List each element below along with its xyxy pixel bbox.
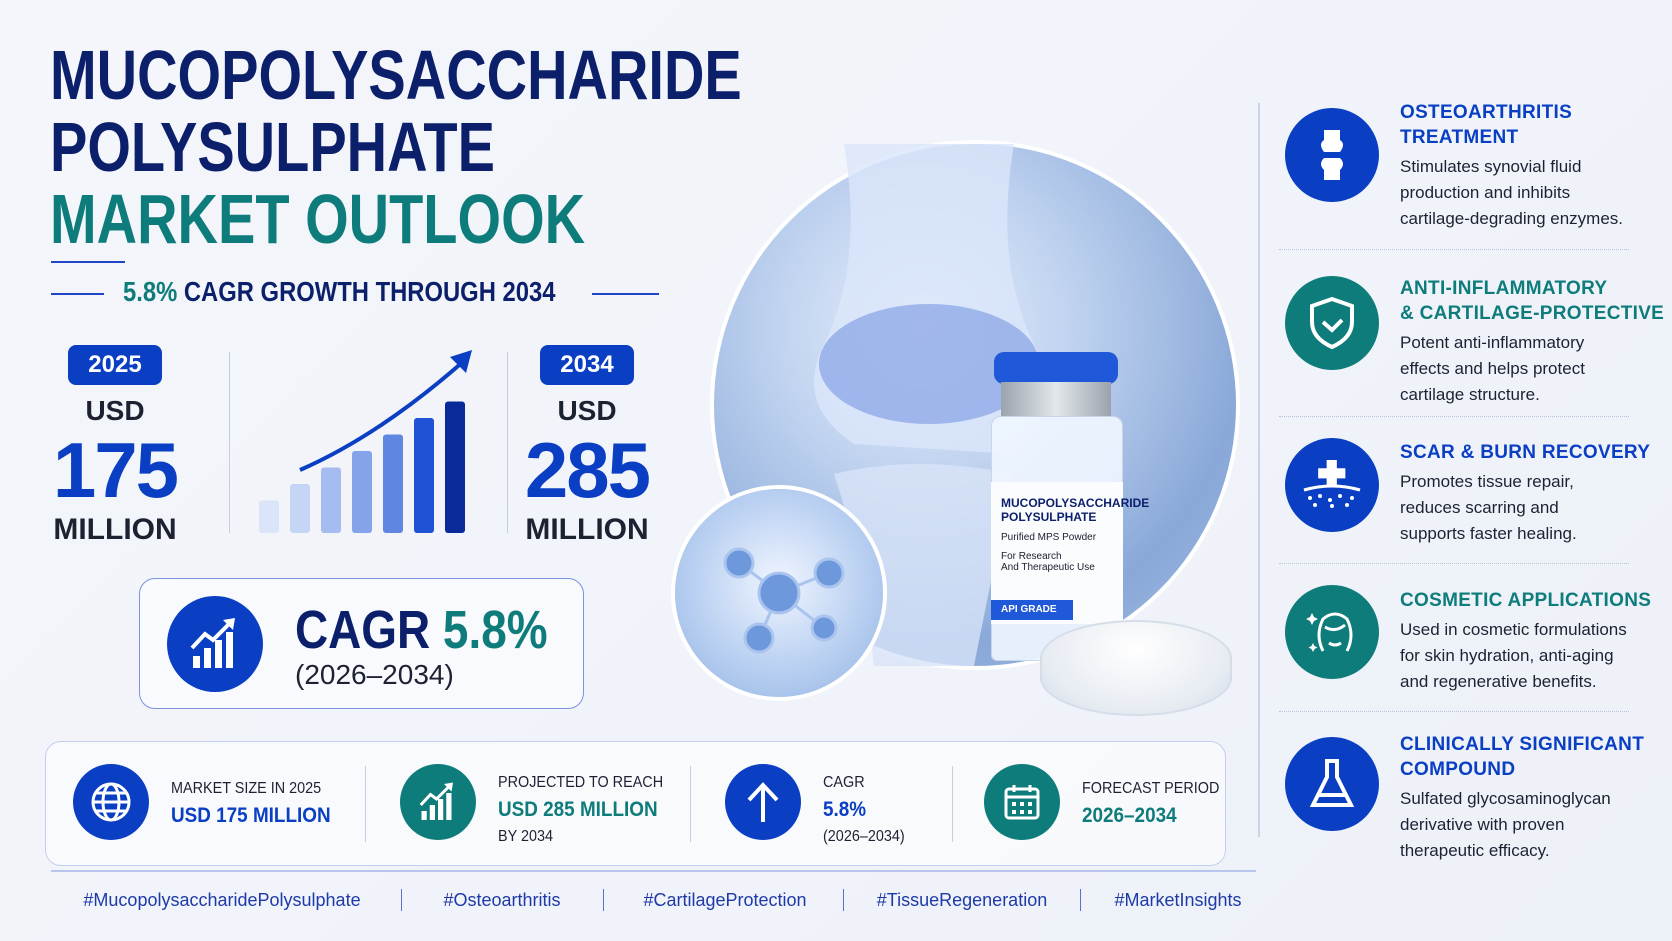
value: 175 — [52, 426, 179, 514]
hashtag-separator — [843, 889, 844, 911]
right-column-divider — [1258, 103, 1260, 837]
summary-label: PROJECTED TO REACH — [498, 774, 664, 791]
divider — [507, 352, 508, 533]
vial-image: MUCOPOLYSACCHARIDE POLYSULPHATE Purified… — [989, 352, 1149, 661]
summary-item: PROJECTED TO REACH USD 285 MILLION BY 20… — [498, 774, 681, 846]
vial-cap — [994, 352, 1118, 384]
page-title: MUCOPOLYSACCHARIDE POLYSULPHATE MARKET O… — [50, 40, 915, 254]
unit-label: MILLION — [53, 513, 177, 546]
subtitle-rule-left — [51, 293, 104, 295]
benefit-description: Promotes tissue repair, reduces scarring … — [1400, 472, 1577, 543]
title-line-3: MARKET OUTLOOK — [50, 180, 586, 258]
cagr-box: CAGR 5.8% (2026–2034) — [139, 578, 584, 709]
benefit-description: Stimulates synovial fluid production and … — [1400, 157, 1624, 228]
hashtag-separator — [1080, 889, 1081, 911]
growth-bar — [321, 467, 341, 533]
unit-label: MILLION — [525, 513, 649, 546]
arrow-up-icon — [725, 764, 801, 840]
subtitle-rule-right — [592, 293, 659, 295]
skin-cross-icon — [1285, 438, 1379, 532]
benefit-title: SCAR & BURN RECOVERY — [1400, 442, 1651, 463]
benefit-item: SCAR & BURN RECOVERY Promotes tissue rep… — [1400, 440, 1650, 547]
currency-label: USD — [85, 395, 145, 426]
face-sparkle-icon — [1285, 585, 1379, 679]
growth-bar — [383, 434, 403, 533]
hashtag-link[interactable]: #MucopolysaccharidePolysulphate — [83, 890, 361, 910]
api-grade-label: API GRADE — [991, 600, 1073, 620]
benefit-title: COSMETIC APPLICATIONS — [1400, 590, 1652, 611]
summary-value: USD 175 MILLION — [171, 804, 331, 827]
title-line-2: POLYSULPHATE — [50, 108, 495, 186]
summary-value: USD 285 MILLION — [498, 798, 658, 821]
title-underline — [51, 261, 125, 263]
benefit-title: ANTI-INFLAMMATORY & CARTILAGE-PROTECTIVE — [1400, 278, 1665, 324]
year-badge: 2025 — [68, 345, 162, 385]
summary-value: 5.8% — [823, 798, 867, 821]
growth-chart-graphic — [259, 350, 472, 533]
shield-check-icon — [1285, 276, 1379, 370]
hashtag-link[interactable]: #Osteoarthritis — [443, 890, 561, 910]
flask-icon — [1285, 737, 1379, 831]
hashtag-link[interactable]: #MarketInsights — [1114, 890, 1242, 910]
summary-label: FORECAST PERIOD — [1082, 780, 1220, 797]
growth-bar — [445, 401, 465, 533]
growth-bar — [259, 500, 279, 533]
benefit-item: ANTI-INFLAMMATORY & CARTILAGE-PROTECTIVE … — [1400, 276, 1664, 408]
summary-item: FORECAST PERIOD 2026–2034 — [1082, 780, 1235, 828]
value: 285 — [524, 426, 651, 514]
powder-dish-image — [1040, 620, 1232, 716]
growth-chart-icon — [400, 764, 476, 840]
summary-value: 2026–2034 — [1082, 804, 1177, 827]
summary-label: CAGR — [823, 774, 865, 791]
benefit-item: COSMETIC APPLICATIONS Used in cosmetic f… — [1400, 588, 1651, 695]
year-badge: 2034 — [540, 345, 634, 385]
benefit-description: Sulfated glycosaminoglycan derivative wit… — [1400, 789, 1611, 860]
benefit-title: CLINICALLY SIGNIFICANT COMPOUND — [1400, 734, 1645, 780]
summary-label: MARKET SIZE IN 2025 — [171, 780, 322, 797]
subtitle: 5.8% CAGR GROWTH THROUGH 2034 — [123, 276, 556, 307]
cagr-period: (2026–2034) — [295, 659, 454, 690]
benefit-separator — [1279, 563, 1629, 564]
growth-chart-icon — [167, 596, 263, 692]
summary-item: MARKET SIZE IN 2025 USD 175 MILLION — [171, 780, 348, 828]
divider — [952, 766, 953, 842]
knee-joint-icon — [1285, 108, 1379, 202]
currency-label: USD — [557, 395, 617, 426]
benefit-separator — [1279, 711, 1629, 712]
footer-rule — [51, 870, 1256, 872]
cagr-headline: CAGR 5.8% — [295, 600, 548, 660]
growth-bar — [352, 451, 372, 533]
calendar-icon — [984, 764, 1060, 840]
hashtag-separator — [603, 889, 604, 911]
divider — [229, 352, 230, 533]
hashtag-link[interactable]: #TissueRegeneration — [876, 890, 1048, 910]
growth-arrow-head — [450, 350, 472, 373]
summary-extra: (2026–2034) — [823, 828, 905, 845]
hashtag-link[interactable]: #CartilageProtection — [643, 890, 807, 910]
benefit-separator — [1279, 416, 1629, 417]
molecule-image — [675, 489, 883, 697]
divider — [365, 766, 366, 842]
benefit-separator — [1279, 249, 1629, 250]
summary-extra: BY 2034 — [498, 828, 553, 845]
growth-arrow-line — [299, 358, 467, 472]
benefit-description: Potent anti-inflammatory effects and help… — [1400, 333, 1585, 404]
benefit-item: CLINICALLY SIGNIFICANT COMPOUND Sulfated … — [1400, 732, 1644, 864]
stat-2025: 2025 USD 175 MILLION — [40, 345, 190, 547]
benefit-title: OSTEOARTHRITIS TREATMENT — [1400, 102, 1573, 148]
hashtag-separator — [401, 889, 402, 911]
title-line-1: MUCOPOLYSACCHARIDE — [50, 36, 742, 114]
summary-item: CAGR 5.8% (2026–2034) — [823, 774, 914, 846]
divider — [690, 766, 691, 842]
benefit-description: Used in cosmetic formulations for skin hy… — [1400, 620, 1627, 691]
growth-bar — [290, 484, 310, 533]
growth-bar — [414, 418, 434, 533]
stat-2034: 2034 USD 285 MILLION — [512, 345, 662, 547]
globe-icon — [73, 764, 149, 840]
benefit-item: OSTEOARTHRITIS TREATMENT Stimulates synov… — [1400, 100, 1623, 232]
